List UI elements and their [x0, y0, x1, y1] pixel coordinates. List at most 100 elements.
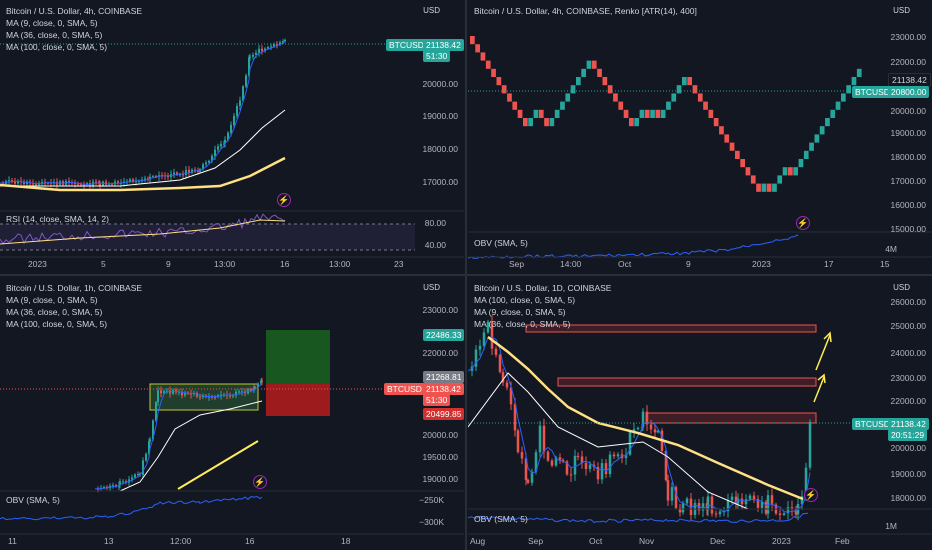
candle [68, 181, 70, 183]
candle [254, 387, 256, 389]
candle [600, 463, 604, 480]
price-chart-4h[interactable] [0, 0, 464, 273]
renko-brick [729, 142, 735, 151]
renko-brick [798, 159, 804, 168]
candle [249, 56, 251, 58]
candle [117, 181, 119, 184]
candle [478, 345, 482, 350]
lightning-icon[interactable]: ⚡ [804, 488, 818, 502]
candle [730, 496, 734, 500]
renko-brick [607, 85, 613, 94]
candle [220, 143, 222, 147]
candle [526, 479, 530, 483]
candle [584, 463, 588, 469]
ma100-legend[interactable]: MA (100, close, 0, SMA, 5) [6, 42, 108, 52]
renko-brick [528, 118, 533, 127]
candle [524, 458, 528, 480]
x-tick: 2023 [28, 259, 47, 269]
chart-title[interactable]: Bitcoin / U.S. Dollar, 1D, COINBASE [474, 283, 612, 293]
renko-brick [708, 109, 714, 118]
ma36-legend[interactable]: MA (36, close, 0, SMA, 5) [6, 30, 103, 40]
box-top-price-label: 21268.81 [423, 371, 464, 383]
y-tick: 20000.00 [890, 443, 926, 453]
renko-brick [602, 77, 608, 86]
candle [685, 498, 689, 504]
y-tick: 18000.00 [890, 493, 926, 503]
ma100-legend[interactable]: MA (100, close, 0, SMA, 5) [474, 295, 576, 305]
resistance-zone-lower[interactable] [645, 412, 817, 424]
obv-line [0, 495, 263, 521]
long-position-target-zone[interactable] [266, 330, 330, 384]
renko-chart[interactable] [468, 0, 932, 273]
ma36-legend[interactable]: MA (36, close, 0, SMA, 5) [474, 319, 571, 329]
y-tick: 23000.00 [422, 305, 458, 315]
ma9-legend[interactable]: MA (9, close, 0, SMA, 5) [6, 295, 98, 305]
renko-brick [560, 101, 565, 110]
price-chart-1d[interactable] [468, 277, 932, 550]
chart-panel-1d[interactable]: Bitcoin / U.S. Dollar, 1D, COINBASE MA (… [468, 277, 932, 550]
candle [135, 181, 137, 183]
y-tick: 19000.00 [422, 111, 458, 121]
obv-legend[interactable]: OBV (SMA, 5) [474, 238, 528, 248]
obv-tick: −250K [419, 495, 444, 505]
candle [498, 354, 502, 373]
price-chart-1h[interactable] [0, 277, 464, 550]
renko-brick [623, 109, 629, 118]
candle [722, 511, 726, 513]
y-tick: 26000.00 [890, 297, 926, 307]
renko-brick [644, 109, 650, 118]
ma9-legend[interactable]: MA (9, close, 0, SMA, 5) [474, 307, 566, 317]
chart-title[interactable]: Bitcoin / U.S. Dollar, 4h, COINBASE [6, 6, 143, 16]
resistance-zone-middle[interactable] [557, 377, 817, 387]
candle [155, 402, 157, 421]
candle [666, 480, 670, 501]
rsi-legend[interactable]: RSI (14, close, SMA, 14, 2) [6, 214, 109, 224]
lightning-icon[interactable]: ⚡ [796, 216, 810, 230]
candle [155, 176, 157, 178]
renko-brick [772, 183, 777, 192]
ma36-legend[interactable]: MA (36, close, 0, SMA, 5) [6, 307, 103, 317]
x-tick: 23 [394, 259, 404, 269]
candle [474, 349, 478, 367]
candle [230, 124, 232, 133]
chart-panel-1h[interactable]: Bitcoin / U.S. Dollar, 1h, COINBASE MA (… [0, 277, 464, 550]
y-tick: 17000.00 [890, 176, 926, 186]
stop-price-label: 20499.85 [423, 408, 464, 420]
obv-legend[interactable]: OBV (SMA, 5) [474, 514, 528, 524]
renko-brick [803, 150, 809, 159]
candle [202, 395, 204, 398]
ma100-legend[interactable]: MA (100, close, 0, SMA, 5) [6, 319, 108, 329]
x-tick: 5 [101, 259, 106, 269]
lightning-icon[interactable]: ⚡ [253, 475, 267, 489]
chart-panel-4h[interactable]: Bitcoin / U.S. Dollar, 4h, COINBASE MA (… [0, 0, 464, 273]
chart-title[interactable]: Bitcoin / U.S. Dollar, 4h, COINBASE, Ren… [474, 6, 697, 16]
candle [149, 439, 151, 442]
renko-brick [846, 85, 851, 94]
renko-brick [544, 118, 549, 127]
renko-brick [830, 109, 836, 118]
renko-brick [570, 85, 576, 94]
renko-brick [819, 126, 825, 135]
candle [681, 503, 685, 513]
candle [641, 411, 645, 428]
obv-tick: −300K [419, 517, 444, 527]
ma9-legend[interactable]: MA (9, close, 0, SMA, 5) [6, 18, 98, 28]
candle [276, 44, 278, 46]
candle [134, 474, 136, 478]
resistance-zone-upper[interactable] [525, 324, 817, 333]
chart-panel-renko[interactable]: Bitcoin / U.S. Dollar, 4h, COINBASE, Ren… [468, 0, 932, 273]
obv-tick: 4M [885, 244, 897, 254]
x-tick: Feb [835, 536, 850, 546]
y-tick: 22000.00 [890, 57, 926, 67]
renko-brick [565, 93, 571, 102]
renko-brick [613, 93, 618, 102]
candle [233, 115, 235, 125]
chart-title[interactable]: Bitcoin / U.S. Dollar, 1h, COINBASE [6, 283, 143, 293]
obv-legend[interactable]: OBV (SMA, 5) [6, 495, 60, 505]
projection-arrow-1-head [817, 373, 826, 384]
panel-divider-horizontal[interactable] [0, 274, 932, 276]
ma36-line [468, 372, 798, 510]
projection-arrow-2 [815, 334, 831, 371]
candle [706, 496, 710, 511]
lightning-icon[interactable]: ⚡ [277, 193, 291, 207]
